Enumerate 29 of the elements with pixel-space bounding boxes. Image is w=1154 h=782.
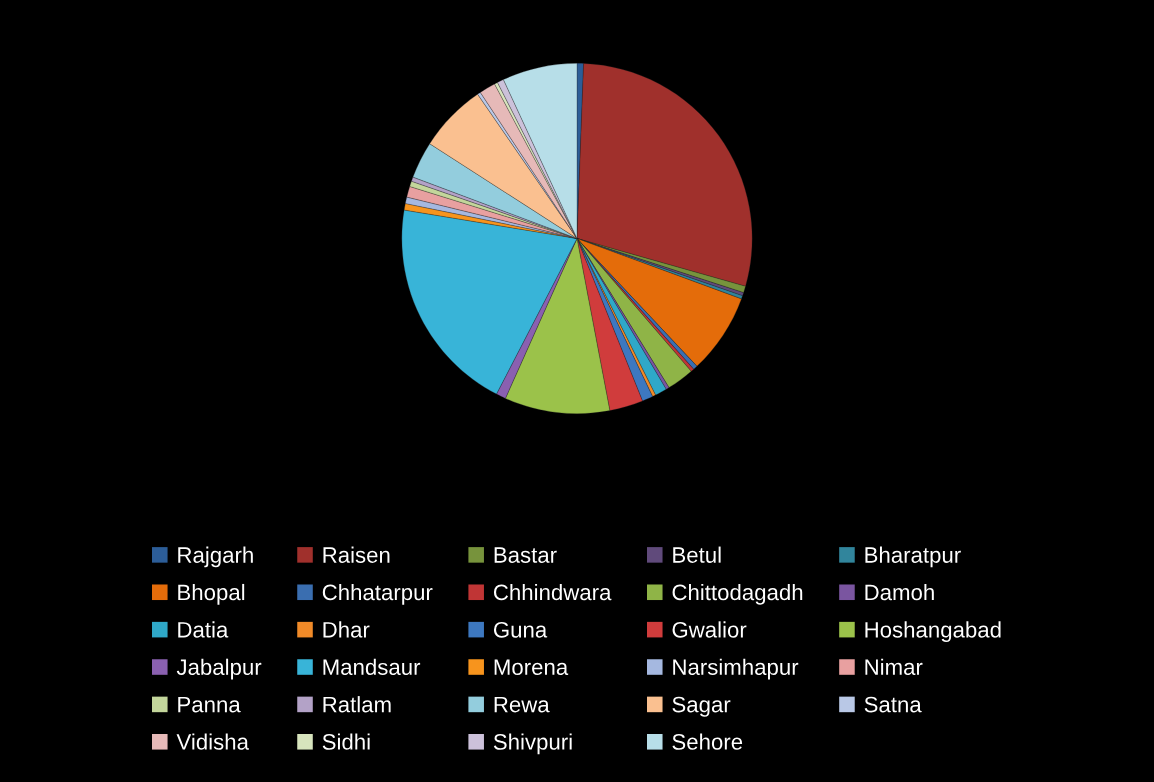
legend-label: Sagar bbox=[672, 696, 731, 717]
legend-label: Sehore bbox=[672, 733, 743, 750]
legend-label: Chittodagadh bbox=[672, 583, 803, 605]
legend-label: Vidisha bbox=[176, 733, 249, 750]
legend-label: Chhatarpur bbox=[322, 583, 433, 605]
legend-label: Damoh bbox=[865, 583, 934, 601]
legend-label: Nimar bbox=[865, 658, 923, 676]
legend-label: Bharatpur bbox=[865, 546, 961, 568]
legend-label: Datia bbox=[178, 621, 229, 638]
legend-label: Raisen bbox=[323, 546, 390, 563]
legend-label: Chhindwara bbox=[493, 583, 612, 601]
legend-label: Shivpuri bbox=[493, 733, 572, 755]
legend-label: Satna bbox=[864, 696, 922, 713]
legend-label: Bhopal bbox=[178, 583, 245, 605]
legend-label: Panna bbox=[178, 696, 241, 713]
legend-label: Rewa bbox=[494, 696, 550, 713]
legend-label: Betul bbox=[673, 546, 721, 563]
legend-label: Jabalpur bbox=[176, 658, 262, 680]
legend-label: Sidhi bbox=[322, 733, 370, 750]
legend-label: Dhar bbox=[323, 621, 370, 638]
legend-label: Bastar bbox=[494, 547, 557, 563]
legend-label: Ratlam bbox=[323, 696, 391, 713]
legend-label: Narsimhapur bbox=[673, 658, 799, 680]
legend-label: Mandsaur bbox=[323, 658, 421, 676]
legend-label: Morena bbox=[494, 659, 569, 676]
legend-label: Guna bbox=[493, 621, 548, 638]
legend-label: Rajgarh bbox=[178, 546, 253, 568]
legend-label: Hoshangabad bbox=[865, 621, 1001, 643]
legend-label: Gwalior bbox=[672, 621, 747, 638]
